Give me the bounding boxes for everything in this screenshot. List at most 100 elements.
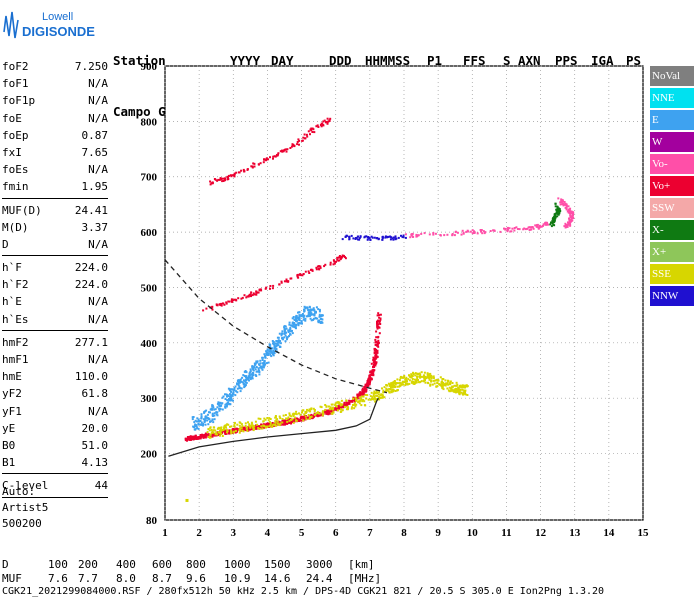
param-value: 224.0 bbox=[74, 261, 108, 275]
data-point bbox=[569, 207, 572, 210]
data-point bbox=[447, 383, 450, 386]
data-point bbox=[364, 393, 367, 396]
x-tick-label: 11 bbox=[501, 527, 511, 539]
data-point bbox=[322, 413, 325, 415]
param-row: fmin 1.95 bbox=[2, 178, 108, 195]
data-point bbox=[392, 390, 395, 393]
data-point bbox=[319, 124, 322, 126]
param-value: 110.0 bbox=[74, 370, 108, 384]
data-point bbox=[312, 318, 315, 321]
data-point bbox=[220, 178, 223, 180]
data-point bbox=[200, 413, 203, 416]
data-point bbox=[192, 437, 195, 440]
data-point bbox=[213, 412, 216, 415]
data-point bbox=[307, 409, 310, 412]
data-point bbox=[244, 424, 247, 427]
distance-value: 3000 bbox=[306, 558, 333, 571]
data-point bbox=[211, 418, 214, 421]
distance-value: 600 bbox=[152, 558, 172, 571]
data-point bbox=[407, 378, 410, 381]
data-point bbox=[362, 395, 365, 398]
data-point bbox=[335, 408, 338, 411]
data-point bbox=[363, 388, 366, 391]
data-point bbox=[420, 232, 423, 235]
data-point bbox=[318, 265, 320, 268]
data-point bbox=[370, 371, 373, 374]
series-oblique-e-spread-e- bbox=[191, 305, 324, 431]
data-point bbox=[209, 408, 212, 411]
plot-frame bbox=[164, 65, 644, 521]
data-point bbox=[372, 373, 375, 376]
muf-value: 7.6 bbox=[48, 572, 68, 585]
data-point bbox=[414, 381, 417, 384]
data-point bbox=[565, 208, 568, 211]
data-point bbox=[208, 411, 210, 414]
data-point bbox=[209, 183, 212, 186]
data-point bbox=[404, 236, 407, 239]
x-tick-label: 3 bbox=[231, 527, 237, 539]
data-point bbox=[284, 422, 287, 425]
param-row: M(D) 3.37 bbox=[2, 219, 108, 236]
data-point bbox=[298, 139, 301, 142]
data-point bbox=[336, 258, 339, 261]
data-point bbox=[320, 406, 323, 409]
data-point bbox=[231, 300, 234, 303]
y-tick-label: 800 bbox=[141, 116, 158, 128]
data-point bbox=[408, 374, 410, 377]
data-point bbox=[331, 412, 334, 415]
data-point bbox=[352, 397, 355, 400]
data-point bbox=[394, 386, 396, 388]
data-point bbox=[197, 420, 200, 423]
data-point bbox=[295, 410, 298, 413]
param-row: h`F2 224.0 bbox=[2, 276, 108, 293]
data-point bbox=[367, 398, 370, 401]
data-point bbox=[534, 224, 537, 227]
data-point bbox=[224, 403, 227, 406]
data-point bbox=[351, 406, 354, 409]
param-divider bbox=[2, 496, 108, 498]
data-point bbox=[223, 428, 226, 431]
param-value: 4.13 bbox=[81, 456, 109, 470]
data-point bbox=[414, 372, 417, 375]
data-point bbox=[345, 401, 348, 404]
data-point bbox=[270, 351, 273, 354]
data-point bbox=[360, 395, 363, 398]
data-point bbox=[464, 384, 467, 387]
data-point bbox=[237, 297, 240, 300]
data-point bbox=[532, 227, 535, 230]
data-point bbox=[274, 420, 277, 423]
data-point bbox=[243, 375, 246, 377]
data-point bbox=[229, 388, 231, 391]
data-point bbox=[219, 408, 222, 411]
data-point bbox=[287, 419, 289, 422]
data-point bbox=[209, 420, 211, 423]
data-point bbox=[304, 417, 307, 420]
data-point bbox=[236, 391, 239, 394]
data-point bbox=[278, 341, 281, 344]
data-point bbox=[387, 390, 390, 393]
data-point bbox=[261, 359, 264, 361]
data-point bbox=[551, 218, 554, 221]
data-point bbox=[544, 223, 547, 226]
data-point bbox=[197, 418, 200, 421]
data-point bbox=[292, 412, 295, 415]
data-point bbox=[230, 429, 233, 432]
data-point bbox=[264, 356, 267, 359]
data-point bbox=[206, 416, 208, 419]
data-point bbox=[228, 300, 231, 303]
data-point bbox=[342, 406, 345, 409]
data-point bbox=[528, 229, 531, 231]
data-point bbox=[432, 379, 435, 382]
data-point bbox=[556, 215, 559, 218]
data-point bbox=[294, 416, 297, 419]
data-point bbox=[361, 387, 364, 390]
data-point bbox=[194, 419, 197, 422]
data-point bbox=[247, 376, 250, 379]
header-label-0: Station bbox=[113, 53, 166, 68]
x-tick-label: 1 bbox=[162, 527, 168, 539]
x-tick-label: 7 bbox=[367, 527, 373, 539]
data-point bbox=[272, 284, 275, 287]
data-point bbox=[332, 259, 335, 262]
data-point bbox=[287, 331, 290, 333]
data-point bbox=[539, 225, 542, 228]
